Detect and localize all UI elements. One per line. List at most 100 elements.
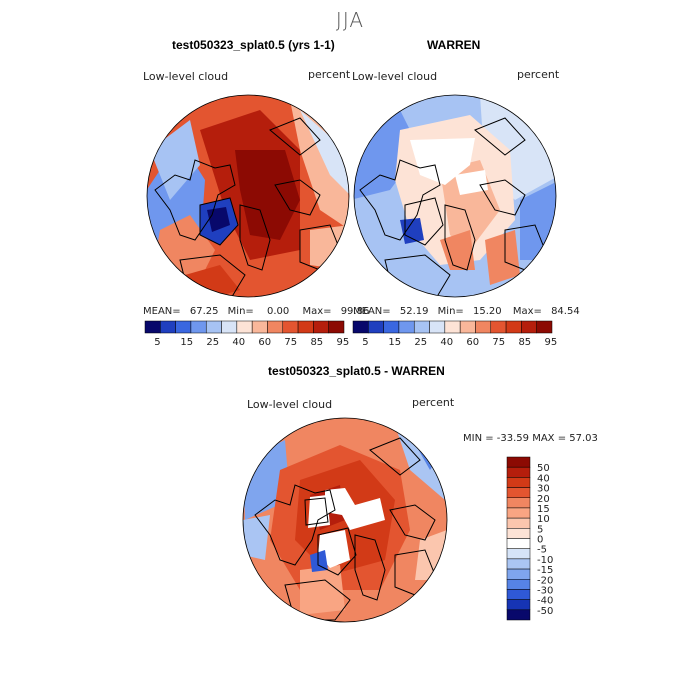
panel-1-variable: Low-level cloud <box>143 70 229 83</box>
colorbar-3-swatch <box>506 507 531 519</box>
colorbar-3-tick-label: -40 <box>537 596 553 607</box>
colorbar-2-tick-label: 15 <box>388 337 401 348</box>
colorbar-1-swatch <box>328 320 345 334</box>
colorbar-3-tick-label: 15 <box>537 504 550 515</box>
colorbar-2-swatch <box>383 320 400 334</box>
panel-1-max: 99.86 <box>340 306 370 317</box>
colorbar-2-swatch <box>368 320 384 334</box>
colorbar-3-tick-label: 30 <box>537 484 550 495</box>
colorbar-2-swatch <box>398 320 415 334</box>
panel-1-stats: MEAN= 67.25 Min= 0.00 Max= 99.86 <box>143 306 369 317</box>
colorbar-2-tick-label: 75 <box>492 337 505 348</box>
panel-1-min-label: Min= <box>227 306 254 317</box>
panel-1-title: test050323_splat0.5 (yrs 1-1) <box>172 38 335 52</box>
colorbar-3-swatch <box>506 487 531 498</box>
colorbar-1-tick-label: 95 <box>336 337 349 348</box>
colorbar-3-swatch <box>506 599 531 611</box>
colorbar-3-tick-label: -5 <box>537 545 547 556</box>
colorbar-3-tick-label: 40 <box>537 473 550 484</box>
colorbar-1-swatch <box>236 320 253 334</box>
panel-2-mean: 52.19 <box>399 306 429 317</box>
colorbar-2-swatch <box>521 320 537 334</box>
colorbar-1-swatch <box>190 320 207 334</box>
colorbar-2-tick-label: 85 <box>518 337 531 348</box>
colorbar-1-swatch <box>297 320 314 334</box>
panel-2-mean-label: MEAN= <box>353 306 391 317</box>
colorbar-1-swatch <box>313 320 329 334</box>
panel-2-min-label: Min= <box>437 306 464 317</box>
colorbar-1: 5 15 25 40 60 75 85 95 <box>144 320 349 348</box>
colorbar-3-swatch <box>506 589 531 600</box>
colorbar-1-swatch <box>251 320 268 334</box>
colorbar-2-swatch <box>352 320 369 334</box>
colorbar-3-tick-label: -10 <box>537 555 553 566</box>
panel-1-units: percent <box>308 68 351 81</box>
panel-3-minmax: MIN = -33.59 MAX = 57.03 <box>463 433 598 444</box>
panel-2-variable: Low-level cloud <box>352 70 438 83</box>
colorbar-3-swatch <box>506 548 531 560</box>
panel-2-units: percent <box>517 68 560 81</box>
figure-title: JJA <box>335 8 365 32</box>
panel-3-units: percent <box>412 396 455 409</box>
colorbar-2-tick-label: 60 <box>466 337 479 348</box>
colorbar-2-swatch <box>536 320 553 334</box>
colorbar-1-tick-label: 15 <box>180 337 193 348</box>
colorbar-1-swatch <box>267 320 284 334</box>
panel-1-max-label: Max= <box>302 306 332 317</box>
panel-2-min: 15.20 <box>472 306 502 317</box>
panel-1-mean-label: MEAN= <box>143 306 181 317</box>
colorbar-1-swatch <box>282 320 299 334</box>
panel-2-max-label: Max= <box>512 306 542 317</box>
panel-2-title: WARREN <box>427 38 481 52</box>
colorbar-3-tick-label: 10 <box>537 514 550 525</box>
colorbar-1-tick-label: 5 <box>154 337 160 348</box>
colorbar-3-tick-label: -15 <box>537 565 553 576</box>
colorbar-1-swatch <box>175 320 192 334</box>
colorbar-3-tick-label: 50 <box>537 463 550 474</box>
colorbar-1-swatch <box>205 320 222 334</box>
colorbar-3-tick-label: 20 <box>537 494 550 505</box>
colorbar-3-tick-label: -30 <box>537 585 553 596</box>
colorbar-2-swatch <box>505 320 522 334</box>
panel-3-variable: Low-level cloud <box>247 398 333 411</box>
colorbar-1-tick-label: 85 <box>310 337 323 348</box>
panel-3-title: test050323_splat0.5 - WARREN <box>268 364 445 378</box>
colorbar-3-tick-label: -50 <box>537 606 553 617</box>
colorbar-3-swatch <box>506 568 531 580</box>
colorbar-3-swatch <box>506 528 531 539</box>
colorbar-3-swatch <box>506 558 531 570</box>
map-3 <box>242 417 448 623</box>
colorbar-3-swatch <box>506 609 531 621</box>
colorbar-3-tick-label: -20 <box>537 575 553 586</box>
colorbar-2-tick-label: 25 <box>414 337 427 348</box>
colorbar-1-tick-label: 60 <box>258 337 271 348</box>
colorbar-2-tick-label: 5 <box>362 337 368 348</box>
colorbar-1-tick-label: 25 <box>206 337 219 348</box>
panel-2-stats: MEAN= 52.19 Min= 15.20 Max= 84.54 <box>353 306 580 317</box>
colorbar-2: 5 15 25 40 60 75 85 95 <box>352 320 557 348</box>
panel-1-mean: 67.25 <box>189 306 219 317</box>
colorbar-3-swatch <box>506 497 531 509</box>
colorbar-3-tick-label: 5 <box>537 524 543 535</box>
colorbar-2-swatch <box>444 320 461 334</box>
colorbar-3-tick-label: 0 <box>537 535 543 546</box>
colorbar-3-swatch <box>506 538 531 549</box>
colorbar-2-swatch <box>475 320 492 334</box>
colorbar-1-swatch <box>160 320 176 334</box>
colorbar-3-swatch <box>506 517 531 529</box>
colorbar-3-swatch <box>506 466 531 478</box>
colorbar-2-swatch <box>459 320 476 334</box>
panel-2-max: 84.54 <box>551 306 580 317</box>
colorbar-2-swatch <box>413 320 430 334</box>
colorbar-1-tick-label: 75 <box>284 337 297 348</box>
colorbar-3-swatch <box>506 456 531 468</box>
map-2 <box>353 94 557 298</box>
colorbar-2-swatch <box>490 320 507 334</box>
colorbar-1-swatch <box>221 320 238 334</box>
colorbar-2-tick-label: 40 <box>440 337 453 348</box>
colorbar-1-swatch <box>144 320 161 334</box>
map-1 <box>146 94 350 298</box>
colorbar-3-swatch <box>506 579 531 590</box>
